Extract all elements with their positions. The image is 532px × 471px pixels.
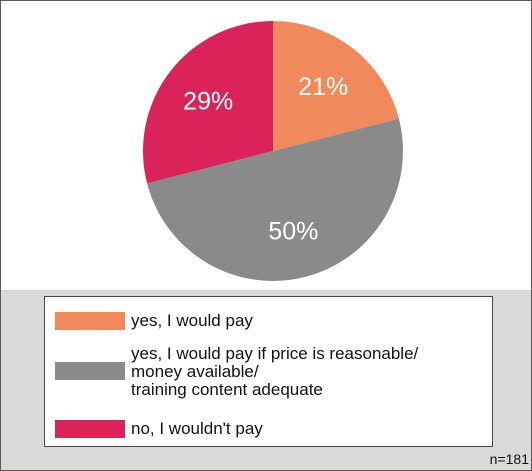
pie-slice-no-pay [143, 21, 273, 184]
pie-label-yes-pay: 21% [298, 73, 348, 101]
legend-band: yes, I would pay yes, I would pay if pri… [1, 290, 531, 470]
legend-label-yes-conditional: yes, I would pay if price is reasonable/… [131, 344, 419, 399]
sample-size-note: n=181 [489, 451, 529, 467]
legend-item-yes-pay: yes, I would pay [45, 310, 492, 332]
pie-chart: 21% 50% 29% [143, 21, 403, 281]
legend-label-no-pay: no, I wouldn't pay [131, 419, 263, 438]
pie-chart-area: 21% 50% 29% [1, 1, 531, 290]
legend-swatch-yes-conditional [55, 362, 125, 380]
legend-item-yes-conditional: yes, I would pay if price is reasonable/… [45, 342, 492, 402]
legend-swatch-no-pay [55, 420, 125, 438]
legend: yes, I would pay yes, I would pay if pri… [44, 296, 493, 447]
legend-label-yes-pay: yes, I would pay [131, 311, 253, 330]
pie-label-yes-conditional: 50% [268, 217, 318, 245]
legend-item-no-pay: no, I wouldn't pay [45, 420, 492, 442]
pie-slice-yes-pay [273, 21, 399, 151]
pie-slice-yes-conditional [147, 118, 403, 281]
legend-swatch-yes-pay [55, 312, 125, 330]
pie-label-no-pay: 29% [183, 88, 233, 116]
